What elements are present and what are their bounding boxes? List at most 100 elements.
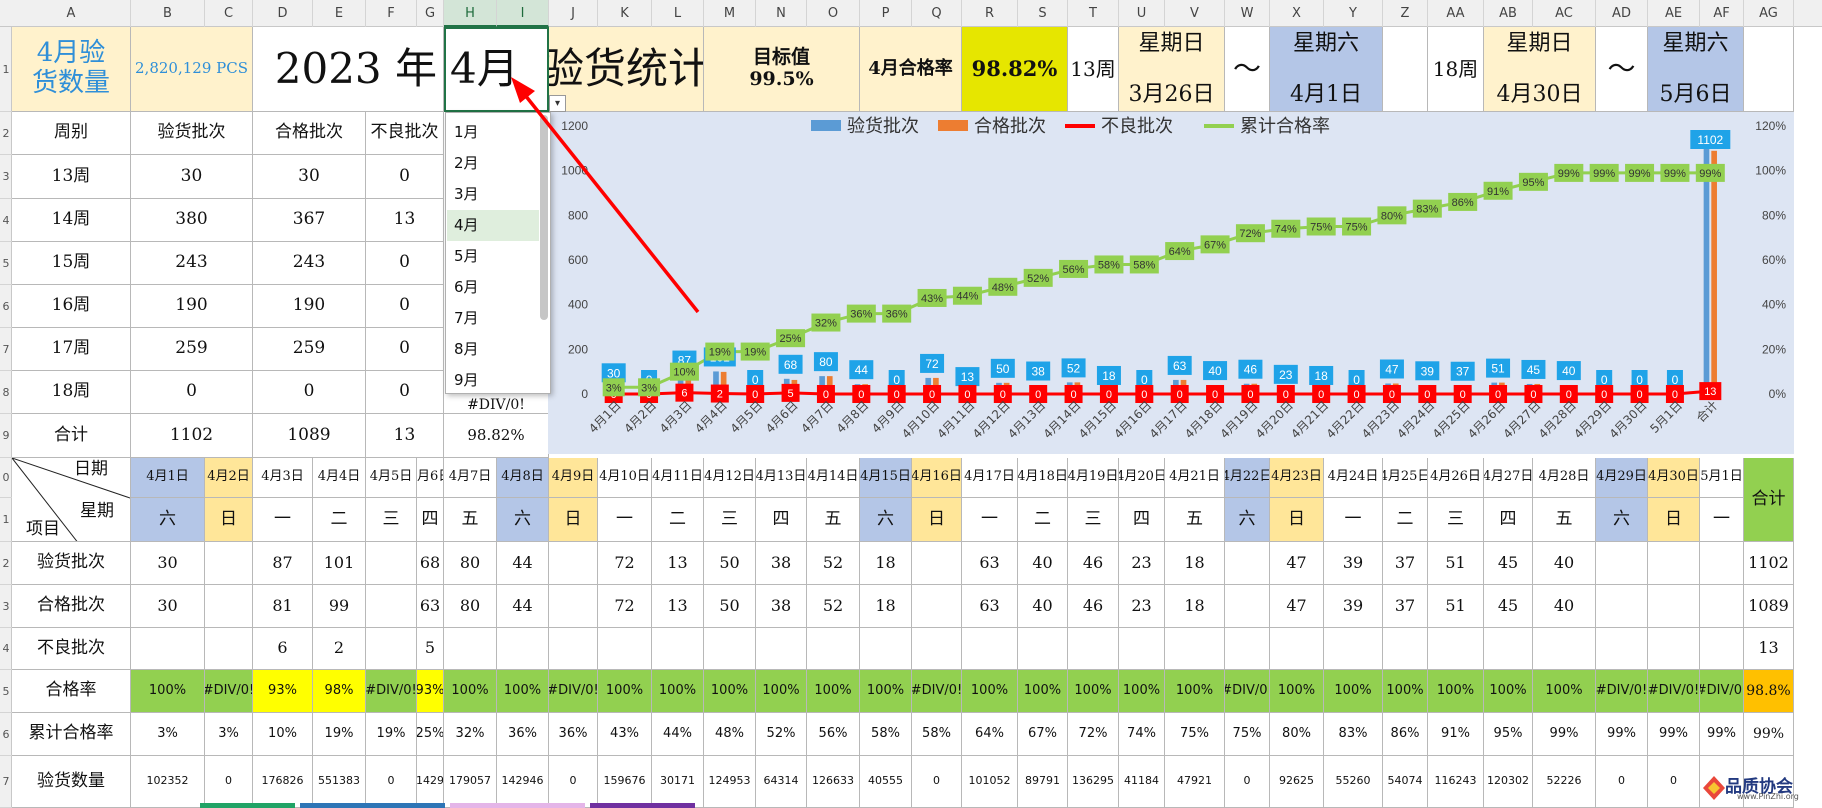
daily-pass_rate-cell[interactable]: 93% <box>253 670 313 713</box>
daily-defect-cell[interactable] <box>497 628 549 670</box>
daily-defect-cell[interactable]: 5 <box>417 628 444 670</box>
row-header-8[interactable]: 8 <box>0 371 12 414</box>
column-header-R[interactable]: R <box>962 0 1018 27</box>
row-header-9[interactable]: 9 <box>0 414 12 458</box>
daily-cum_rate-cell[interactable]: 58% <box>860 713 912 756</box>
daily-qty-cell[interactable]: 176826 <box>253 756 313 808</box>
daily-defect-cell[interactable] <box>549 628 598 670</box>
daily-pass_rate-cell[interactable]: 100% <box>807 670 860 713</box>
daily-defect-cell[interactable] <box>860 628 912 670</box>
row-header-17[interactable]: 7 <box>0 756 12 808</box>
daily-defect-cell[interactable] <box>1165 628 1225 670</box>
daily-cum_rate-cell[interactable]: 99% <box>1648 713 1700 756</box>
column-header-L[interactable]: L <box>652 0 704 27</box>
daily-qty-cell[interactable]: 179057 <box>444 756 497 808</box>
daily-qty-cell[interactable]: 0 <box>1596 756 1648 808</box>
daily-cum_rate-cell[interactable]: 99% <box>1533 713 1596 756</box>
daily-pass_rate-cell[interactable]: #DIV/0! <box>366 670 417 713</box>
daily-defect-cell[interactable] <box>1383 628 1428 670</box>
column-header-Y[interactable]: Y <box>1324 0 1383 27</box>
daily-passed-cell[interactable]: 46 <box>1068 585 1119 628</box>
daily-passed-cell[interactable]: 40 <box>1533 585 1596 628</box>
daily-passed-cell[interactable] <box>549 585 598 628</box>
daily-cum_rate-cell[interactable]: 75% <box>1225 713 1270 756</box>
dropdown-option[interactable]: 3月 <box>454 185 479 203</box>
daily-passed-cell[interactable]: 63 <box>417 585 444 628</box>
column-header-C[interactable]: C <box>205 0 253 27</box>
daily-cum_rate-cell[interactable]: 83% <box>1324 713 1383 756</box>
daily-qty-cell[interactable]: 0 <box>549 756 598 808</box>
daily-pass_rate-cell[interactable]: 100% <box>704 670 756 713</box>
daily-inspected-cell[interactable]: 40 <box>1533 542 1596 585</box>
daily-cum_rate-cell[interactable]: 72% <box>1068 713 1119 756</box>
daily-inspected-cell[interactable]: 68 <box>417 542 444 585</box>
dropdown-option[interactable]: 5月 <box>454 247 479 265</box>
column-header-J[interactable]: J <box>549 0 598 27</box>
dropdown-option[interactable]: 2月 <box>454 154 479 172</box>
daily-cum_rate-cell[interactable]: 10% <box>253 713 313 756</box>
dropdown-option[interactable]: 4月 <box>447 210 539 241</box>
daily-passed-cell[interactable]: 18 <box>1165 585 1225 628</box>
daily-pass_rate-cell[interactable]: 100% <box>1270 670 1324 713</box>
daily-inspected-cell[interactable] <box>1648 542 1700 585</box>
daily-pass_rate-cell[interactable]: 100% <box>444 670 497 713</box>
daily-passed-cell[interactable] <box>912 585 962 628</box>
daily-cum_rate-cell[interactable]: 36% <box>549 713 598 756</box>
daily-pass_rate-cell[interactable]: #DIV/0! <box>549 670 598 713</box>
daily-defect-cell[interactable] <box>1484 628 1533 670</box>
daily-cum_rate-cell[interactable]: 52% <box>756 713 807 756</box>
dropdown-option[interactable]: 1月 <box>454 123 479 141</box>
daily-qty-cell[interactable]: 124953 <box>704 756 756 808</box>
daily-qty-cell[interactable]: 47921 <box>1165 756 1225 808</box>
daily-qty-cell[interactable]: 116243 <box>1428 756 1484 808</box>
row-header-11[interactable]: 1 <box>0 498 12 542</box>
daily-passed-cell[interactable]: 52 <box>807 585 860 628</box>
daily-defect-cell[interactable] <box>1533 628 1596 670</box>
column-header-M[interactable]: M <box>704 0 756 27</box>
daily-defect-cell[interactable] <box>205 628 253 670</box>
daily-inspected-cell[interactable]: 18 <box>1165 542 1225 585</box>
daily-defect-cell[interactable] <box>1596 628 1648 670</box>
daily-passed-cell[interactable]: 63 <box>962 585 1018 628</box>
daily-passed-cell[interactable]: 44 <box>497 585 549 628</box>
daily-pass_rate-cell[interactable]: 100% <box>756 670 807 713</box>
daily-defect-cell[interactable] <box>912 628 962 670</box>
row-header-3[interactable]: 3 <box>0 155 12 199</box>
column-header-AA[interactable]: AA <box>1428 0 1484 27</box>
daily-total-passed[interactable]: 1089 <box>1744 585 1794 628</box>
daily-passed-cell[interactable]: 72 <box>598 585 652 628</box>
daily-qty-cell[interactable]: 52226 <box>1533 756 1596 808</box>
daily-passed-cell[interactable]: 23 <box>1119 585 1165 628</box>
daily-inspected-cell[interactable]: 23 <box>1119 542 1165 585</box>
daily-defect-cell[interactable] <box>366 628 417 670</box>
daily-passed-cell[interactable]: 50 <box>704 585 756 628</box>
daily-inspected-cell[interactable]: 40 <box>1018 542 1068 585</box>
row-header-7[interactable]: 7 <box>0 328 12 371</box>
daily-qty-cell[interactable]: 89791 <box>1018 756 1068 808</box>
column-header-AE[interactable]: AE <box>1648 0 1700 27</box>
daily-cum_rate-cell[interactable]: 19% <box>313 713 366 756</box>
daily-inspected-cell[interactable]: 45 <box>1484 542 1533 585</box>
daily-qty-cell[interactable]: 54074 <box>1383 756 1428 808</box>
daily-inspected-cell[interactable] <box>1596 542 1648 585</box>
row-header-14[interactable]: 4 <box>0 628 12 670</box>
column-header-AD[interactable]: AD <box>1596 0 1648 27</box>
daily-pass_rate-cell[interactable]: 100% <box>598 670 652 713</box>
sheet-tab-2[interactable] <box>300 803 445 808</box>
daily-defect-cell[interactable] <box>1119 628 1165 670</box>
column-header-AF[interactable]: AF <box>1700 0 1744 27</box>
column-header-X[interactable]: X <box>1270 0 1324 27</box>
daily-cum_rate-cell[interactable]: 32% <box>444 713 497 756</box>
daily-inspected-cell[interactable]: 13 <box>652 542 704 585</box>
daily-pass_rate-cell[interactable]: #DIV/0! <box>205 670 253 713</box>
daily-defect-cell[interactable] <box>652 628 704 670</box>
daily-pass_rate-cell[interactable]: 98% <box>313 670 366 713</box>
daily-inspected-cell[interactable]: 44 <box>497 542 549 585</box>
daily-cum_rate-cell[interactable]: 74% <box>1119 713 1165 756</box>
daily-total-inspected[interactable]: 1102 <box>1744 542 1794 585</box>
daily-qty-cell[interactable]: 0 <box>1648 756 1700 808</box>
daily-pass_rate-cell[interactable]: 100% <box>1533 670 1596 713</box>
daily-defect-cell[interactable] <box>444 628 497 670</box>
daily-cum_rate-cell[interactable]: 3% <box>131 713 205 756</box>
row-header-13[interactable]: 3 <box>0 585 12 628</box>
